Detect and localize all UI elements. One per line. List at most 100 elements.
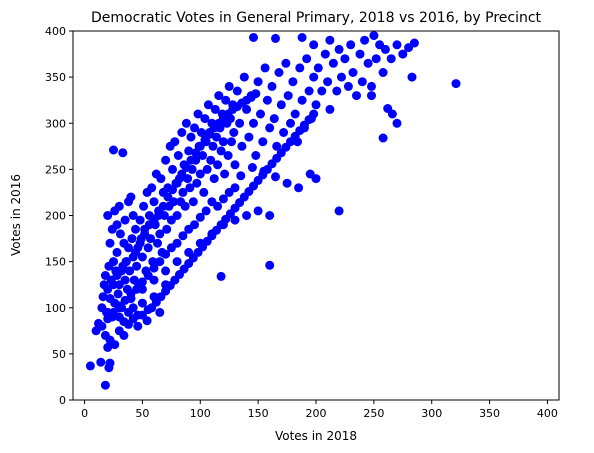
data-point — [158, 201, 168, 211]
data-point — [295, 63, 305, 73]
data-point — [214, 91, 224, 101]
data-point — [328, 58, 338, 68]
data-point — [249, 33, 258, 42]
data-point — [218, 220, 228, 230]
data-point — [168, 164, 177, 174]
y-tick-label: 200 — [45, 210, 66, 223]
data-point — [188, 197, 198, 207]
data-point — [340, 54, 350, 64]
data-point — [96, 357, 106, 367]
data-point — [229, 128, 239, 137]
data-point — [135, 238, 145, 248]
data-point — [272, 141, 282, 151]
data-point — [227, 137, 236, 147]
data-point — [237, 141, 247, 151]
data-point — [137, 277, 147, 287]
data-point — [242, 104, 252, 114]
data-point — [251, 151, 261, 160]
chart-title: Democratic Votes in General Primary, 201… — [91, 10, 542, 26]
data-point — [239, 72, 249, 82]
data-point — [360, 35, 370, 45]
data-point — [357, 77, 367, 87]
data-point — [337, 72, 346, 82]
data-point — [128, 211, 138, 220]
data-point — [149, 197, 159, 207]
data-point — [288, 77, 298, 87]
data-point — [121, 257, 131, 267]
data-point — [126, 192, 136, 202]
data-point — [221, 95, 231, 105]
data-point — [369, 31, 379, 41]
data-point — [207, 229, 217, 239]
data-point — [392, 40, 402, 50]
x-tick-label: 300 — [421, 407, 442, 420]
data-point — [172, 178, 182, 188]
data-point — [163, 192, 173, 202]
y-axis-ticks: 0 50 100 150 200 250 300 350 400 — [45, 25, 73, 407]
data-point — [378, 133, 388, 143]
data-point — [186, 155, 196, 165]
data-point — [98, 292, 108, 302]
x-axis-ticks: 0 50 100 150 200 250 300 350 400 — [81, 400, 558, 420]
data-point — [216, 271, 226, 281]
data-point — [161, 266, 171, 276]
data-point — [218, 194, 228, 204]
data-point — [184, 247, 194, 257]
data-point — [110, 340, 120, 350]
x-axis-label: Votes in 2018 — [275, 429, 357, 443]
data-point — [180, 201, 190, 211]
points-layer — [85, 31, 461, 390]
x-tick-label: 100 — [190, 407, 211, 420]
data-point — [409, 38, 419, 48]
data-point — [230, 160, 240, 170]
data-point — [210, 104, 220, 114]
data-point — [135, 215, 145, 225]
data-point — [156, 174, 166, 184]
data-point — [294, 183, 304, 193]
data-point — [155, 229, 165, 239]
data-point — [112, 220, 122, 230]
data-point — [451, 79, 461, 89]
data-point — [290, 109, 300, 119]
data-point — [181, 118, 191, 128]
data-point — [105, 358, 115, 368]
data-point — [137, 252, 147, 262]
data-point — [91, 326, 101, 336]
data-point — [386, 54, 396, 64]
data-point — [149, 263, 159, 273]
data-point — [262, 95, 272, 105]
data-point — [154, 211, 164, 220]
data-point — [232, 86, 242, 96]
data-point — [208, 141, 218, 151]
y-tick-label: 300 — [45, 117, 66, 130]
y-tick-label: 250 — [45, 163, 66, 176]
data-point — [100, 380, 110, 390]
data-point — [166, 243, 176, 253]
data-point — [161, 249, 171, 259]
data-point — [153, 238, 162, 248]
data-point — [118, 148, 128, 158]
data-point — [209, 174, 219, 184]
data-point — [279, 128, 289, 137]
data-point — [143, 243, 153, 253]
data-point — [281, 58, 291, 68]
data-point — [109, 145, 118, 155]
data-point — [223, 151, 233, 160]
data-point — [142, 316, 152, 326]
data-point — [193, 109, 203, 119]
data-point — [117, 266, 127, 276]
data-point — [114, 201, 124, 211]
data-point — [320, 49, 330, 59]
data-point — [271, 172, 280, 182]
data-point — [260, 63, 270, 73]
data-point — [140, 229, 150, 239]
data-point — [172, 257, 182, 267]
data-point — [105, 238, 115, 248]
data-point — [192, 178, 202, 188]
data-point — [202, 164, 212, 174]
data-point — [378, 68, 388, 77]
data-point — [265, 211, 275, 220]
data-point — [161, 155, 171, 165]
